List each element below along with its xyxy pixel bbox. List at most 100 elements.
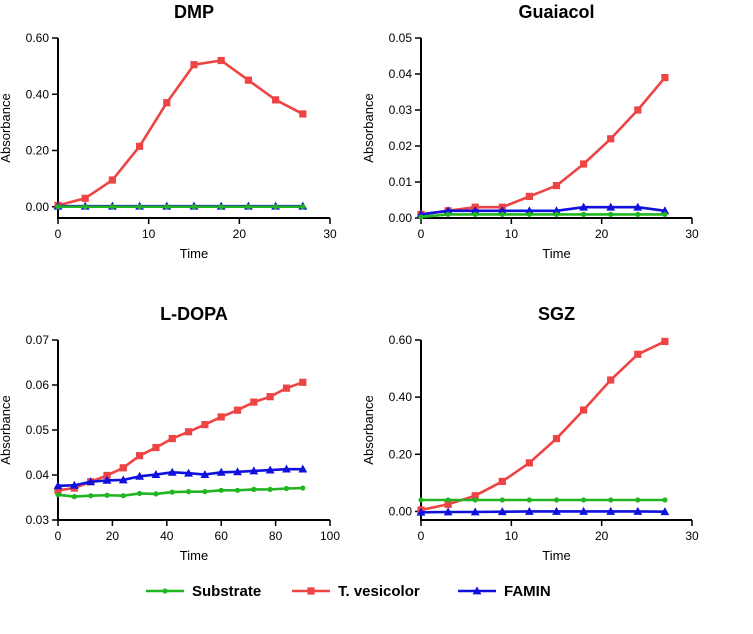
data-point-famin bbox=[606, 506, 616, 515]
data-point-substrate bbox=[245, 204, 251, 210]
legend-label: FAMIN bbox=[504, 583, 551, 600]
x-axis-label: Time bbox=[542, 548, 570, 563]
data-point-substrate bbox=[109, 204, 115, 210]
data-point-famin bbox=[265, 465, 275, 474]
series-t-vesicolor bbox=[417, 74, 669, 218]
series-line-t-vesicolor bbox=[420, 76, 666, 216]
data-point-substrate bbox=[164, 204, 170, 210]
x-tick-label: 20 bbox=[233, 227, 247, 241]
data-point-substrate bbox=[71, 494, 77, 500]
y-tick-label: 0.40 bbox=[26, 87, 50, 101]
data-point-t-vesicolor bbox=[119, 464, 127, 472]
chart-panel-1: DMP 0 10 20 30 0.00 0.20 0.40 0.60 Time Absorbance bbox=[0, 2, 337, 261]
data-point-t-vesicolor bbox=[250, 398, 258, 406]
data-point-t-vesicolor bbox=[272, 96, 280, 104]
data-point-famin bbox=[660, 507, 670, 516]
data-point-substrate bbox=[218, 204, 224, 210]
data-point-t-vesicolor bbox=[54, 486, 62, 494]
y-tick-label: 0.04 bbox=[26, 468, 50, 482]
chart-panel-3: L-DOPA 0 20 40 60 80 100 0.03 0.04 0.05 0.06 0.07 Ti… bbox=[0, 304, 340, 563]
data-point-substrate bbox=[300, 485, 306, 491]
x-tick-label: 20 bbox=[595, 227, 609, 241]
data-point-substrate bbox=[662, 211, 668, 217]
data-point-famin bbox=[216, 467, 226, 476]
data-point-famin bbox=[233, 467, 242, 476]
series-line-famin bbox=[57, 467, 303, 488]
series-t-vesicolor bbox=[417, 337, 669, 514]
data-point-famin bbox=[184, 468, 193, 477]
series-substrate bbox=[418, 497, 668, 503]
chart-title: Guaiacol bbox=[518, 2, 594, 22]
series-line-t-vesicolor bbox=[57, 59, 304, 207]
data-point-substrate bbox=[581, 497, 587, 503]
data-point-t-vesicolor bbox=[525, 192, 533, 200]
data-point-famin bbox=[579, 202, 588, 211]
y-tick-label: 0.05 bbox=[26, 423, 50, 437]
data-point-famin bbox=[298, 464, 308, 473]
series-line-substrate bbox=[57, 486, 303, 498]
legend-item-famin: FAMIN bbox=[458, 583, 551, 600]
data-point-substrate bbox=[526, 497, 533, 503]
data-point-substrate bbox=[445, 497, 451, 503]
data-point-substrate bbox=[104, 492, 110, 498]
y-tick-label: 0.20 bbox=[26, 144, 50, 158]
data-point-substrate bbox=[88, 493, 94, 499]
data-point-substrate bbox=[251, 486, 257, 492]
data-point-substrate bbox=[553, 497, 560, 503]
x-tick-label: 100 bbox=[320, 529, 340, 543]
data-point-t-vesicolor bbox=[152, 443, 160, 452]
data-point-famin bbox=[86, 477, 96, 486]
chart-title: L-DOPA bbox=[160, 304, 228, 324]
y-tick-label: 0.60 bbox=[26, 31, 50, 45]
data-point-substrate bbox=[202, 489, 208, 495]
data-point-t-vesicolor bbox=[244, 76, 252, 84]
data-point-substrate bbox=[581, 211, 587, 217]
data-point-t-vesicolor bbox=[444, 500, 452, 508]
data-point-substrate bbox=[283, 485, 290, 492]
data-point-t-vesicolor bbox=[266, 393, 274, 401]
x-tick-label: 20 bbox=[106, 529, 120, 543]
data-point-famin bbox=[633, 506, 643, 515]
data-point-t-vesicolor bbox=[103, 471, 111, 480]
x-tick-label: 10 bbox=[142, 227, 156, 241]
data-point-t-vesicolor bbox=[81, 194, 89, 202]
y-tick-label: 0.04 bbox=[389, 67, 413, 81]
data-point-famin bbox=[552, 506, 561, 515]
data-point-t-vesicolor bbox=[184, 428, 193, 436]
series-line-t-vesicolor bbox=[57, 381, 304, 492]
data-point-t-vesicolor bbox=[136, 142, 144, 150]
data-point-substrate bbox=[472, 211, 478, 217]
data-point-t-vesicolor bbox=[299, 378, 307, 386]
data-point-substrate bbox=[553, 211, 560, 217]
data-point-t-vesicolor bbox=[282, 384, 291, 392]
chart-panel-2: Guaiacol 0 10 20 30 0.00 0.01 0.02 0.03 0.04 0.05 T… bbox=[361, 2, 699, 261]
chart-title: DMP bbox=[174, 2, 214, 22]
data-point-famin bbox=[497, 206, 507, 215]
data-point-t-vesicolor bbox=[136, 452, 144, 460]
data-point-t-vesicolor bbox=[634, 106, 642, 114]
data-point-substrate bbox=[169, 489, 175, 495]
x-tick-label: 30 bbox=[685, 529, 699, 543]
data-point-famin bbox=[443, 206, 453, 215]
chart-title: SGZ bbox=[538, 304, 575, 324]
x-tick-label: 40 bbox=[160, 529, 174, 543]
data-point-substrate bbox=[273, 204, 279, 210]
data-point-t-vesicolor bbox=[163, 99, 171, 107]
data-point-substrate bbox=[120, 493, 126, 499]
data-point-t-vesicolor bbox=[552, 182, 561, 190]
data-point-famin bbox=[416, 507, 426, 516]
x-tick-label: 60 bbox=[215, 529, 229, 543]
data-point-famin bbox=[135, 471, 144, 480]
data-point-t-vesicolor bbox=[580, 160, 588, 168]
data-point-famin bbox=[167, 467, 177, 476]
data-point-substrate bbox=[300, 204, 306, 210]
y-tick-label: 0.60 bbox=[389, 333, 413, 347]
data-point-famin bbox=[660, 206, 670, 215]
data-point-famin bbox=[249, 466, 259, 475]
data-point-t-vesicolor bbox=[580, 406, 588, 414]
y-tick-label: 0.00 bbox=[389, 211, 413, 225]
data-point-t-vesicolor bbox=[108, 176, 116, 184]
y-axis-label: Absorbance bbox=[361, 395, 376, 464]
x-tick-label: 10 bbox=[505, 529, 519, 543]
